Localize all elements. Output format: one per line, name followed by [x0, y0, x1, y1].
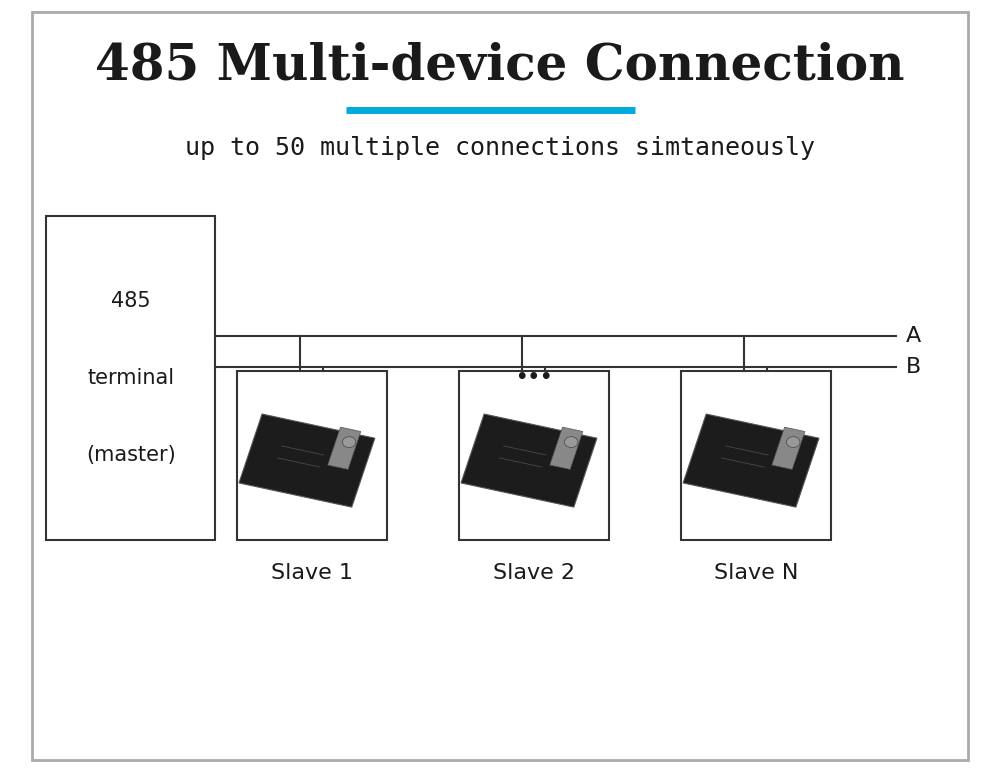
- Polygon shape: [550, 427, 583, 469]
- Text: Slave 1: Slave 1: [271, 563, 353, 583]
- Polygon shape: [461, 414, 597, 507]
- Text: Slave N: Slave N: [714, 563, 798, 583]
- Polygon shape: [328, 427, 361, 469]
- Polygon shape: [239, 414, 375, 507]
- Text: 485 Multi-device Connection: 485 Multi-device Connection: [95, 41, 905, 90]
- Circle shape: [564, 437, 578, 448]
- Bar: [459, 371, 609, 540]
- Circle shape: [342, 437, 356, 448]
- Text: (master): (master): [86, 445, 176, 466]
- Text: up to 50 multiple connections simtaneously: up to 50 multiple connections simtaneous…: [185, 136, 815, 161]
- Polygon shape: [683, 414, 819, 507]
- Text: terminal: terminal: [87, 368, 174, 388]
- Circle shape: [786, 437, 800, 448]
- Text: B: B: [906, 357, 921, 377]
- Bar: [237, 371, 387, 540]
- Text: Slave 2: Slave 2: [493, 563, 575, 583]
- Text: 485: 485: [111, 291, 151, 311]
- Text: ···: ···: [515, 361, 553, 395]
- Text: A: A: [906, 326, 921, 346]
- Bar: [46, 216, 215, 540]
- Bar: [681, 371, 831, 540]
- Polygon shape: [772, 427, 805, 469]
